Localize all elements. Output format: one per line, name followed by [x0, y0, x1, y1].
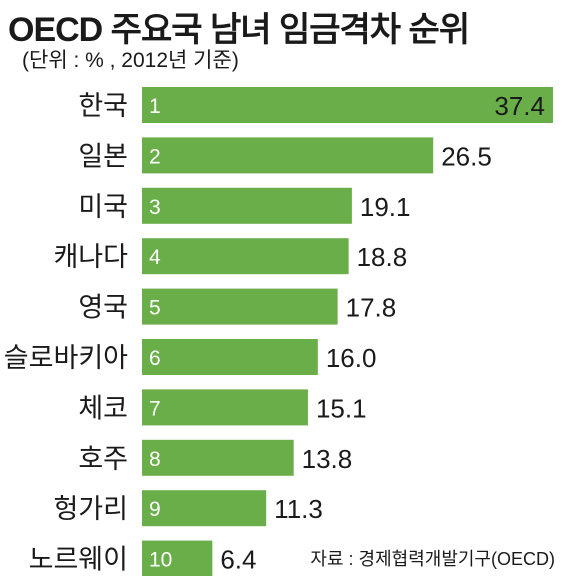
rank-label: 1	[149, 95, 161, 118]
bar	[142, 490, 267, 527]
bar	[142, 389, 308, 426]
bar	[142, 187, 352, 224]
rank-label: 8	[149, 448, 161, 471]
chart-title: OECD 주요국 남녀 임금격차 순위	[8, 11, 470, 49]
bar	[142, 288, 338, 325]
rank-label: 4	[149, 246, 161, 269]
category-label: 일본	[78, 141, 128, 171]
value-label: 6.4	[220, 545, 256, 575]
rank-label: 2	[149, 145, 161, 168]
rank-label: 9	[149, 498, 161, 521]
rank-label: 6	[149, 347, 161, 370]
category-label: 슬로바키아	[4, 343, 128, 373]
value-label: 11.3	[274, 494, 323, 524]
category-label: 캐나다	[53, 242, 128, 272]
value-label: 16.0	[326, 343, 377, 373]
rank-label: 5	[149, 297, 161, 320]
bar	[142, 87, 553, 123]
value-label: 37.4	[494, 91, 545, 121]
category-label: 체코	[78, 393, 128, 423]
rank-label: 10	[149, 549, 172, 572]
bar	[142, 238, 349, 275]
rank-label: 7	[149, 397, 161, 420]
value-label: 18.8	[357, 242, 408, 272]
category-label: 노르웨이	[29, 545, 128, 575]
category-label: 한국	[78, 91, 128, 121]
bar	[142, 137, 434, 174]
rank-label: 3	[149, 196, 161, 219]
bar	[142, 439, 294, 476]
value-label: 15.1	[316, 393, 367, 423]
value-label: 26.5	[441, 141, 492, 171]
category-label: 헝가리	[53, 494, 128, 524]
bar	[142, 540, 213, 576]
value-label: 17.8	[346, 293, 397, 323]
value-label: 13.8	[302, 444, 353, 474]
chart-subtitle: (단위 : % , 2012년 기준)	[22, 49, 239, 72]
category-label: 미국	[78, 192, 128, 222]
bar	[142, 339, 318, 375]
value-label: 19.1	[360, 192, 411, 222]
category-label: 호주	[78, 444, 128, 474]
source-note: 자료 : 경제협력개발기구(OECD)	[310, 549, 555, 569]
category-label: 영국	[78, 293, 128, 323]
